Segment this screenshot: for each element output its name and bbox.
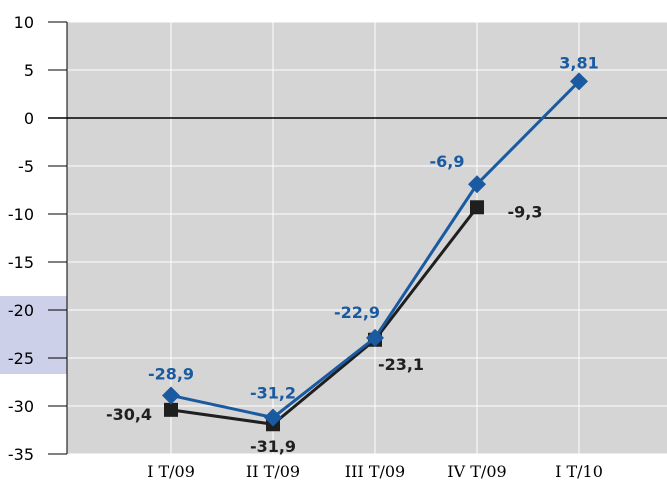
x-tick-label: III T/09 <box>345 462 405 481</box>
y-tick-label: 0 <box>24 109 34 128</box>
y-tick-label: -25 <box>8 349 34 368</box>
y-tick-label: -15 <box>8 253 34 272</box>
data-label: -28,9 <box>148 364 194 383</box>
data-point <box>264 408 282 427</box>
data-label: -6,9 <box>430 152 465 171</box>
x-tick-label: I T/09 <box>147 462 195 481</box>
y-tick-label: 5 <box>24 61 34 80</box>
data-labels: -30,4 -31,9 -23,1 -9,3 -28,9 -31,2 -22,9 -6,9 3,… <box>106 53 599 456</box>
data-point <box>164 402 178 417</box>
x-tick-label: IV T/09 <box>447 462 506 481</box>
data-point <box>162 386 180 405</box>
series-line <box>170 206 479 426</box>
y-tick-label: -30 <box>8 397 34 416</box>
data-label: -30,4 <box>106 405 152 424</box>
data-label: -9,3 <box>508 202 543 221</box>
y-tick-label: 10 <box>14 13 34 32</box>
data-point <box>470 200 484 215</box>
x-tick-label: II T/09 <box>246 462 300 481</box>
axes: 10 5 0 -5 -10 -15 -20 -25 -30 -35 I T/09 II T/09 III… <box>8 13 667 481</box>
x-tick-label: I T/10 <box>555 462 603 481</box>
y-tick-label: -35 <box>8 445 34 464</box>
data-label: -22,9 <box>334 303 380 322</box>
y-tick-label: -5 <box>18 157 34 176</box>
data-label: -31,9 <box>250 437 296 456</box>
y-tick-label: -20 <box>8 301 34 320</box>
y-axis-highlight <box>0 296 67 374</box>
data-label: -31,2 <box>250 384 296 403</box>
data-label: 3,81 <box>559 53 598 72</box>
series-group <box>162 72 588 432</box>
y-tick-label: -10 <box>8 205 34 224</box>
data-label: -23,1 <box>378 355 424 374</box>
series-1 <box>162 72 588 427</box>
data-point <box>468 175 486 194</box>
data-point <box>366 328 384 347</box>
data-point <box>570 72 588 91</box>
